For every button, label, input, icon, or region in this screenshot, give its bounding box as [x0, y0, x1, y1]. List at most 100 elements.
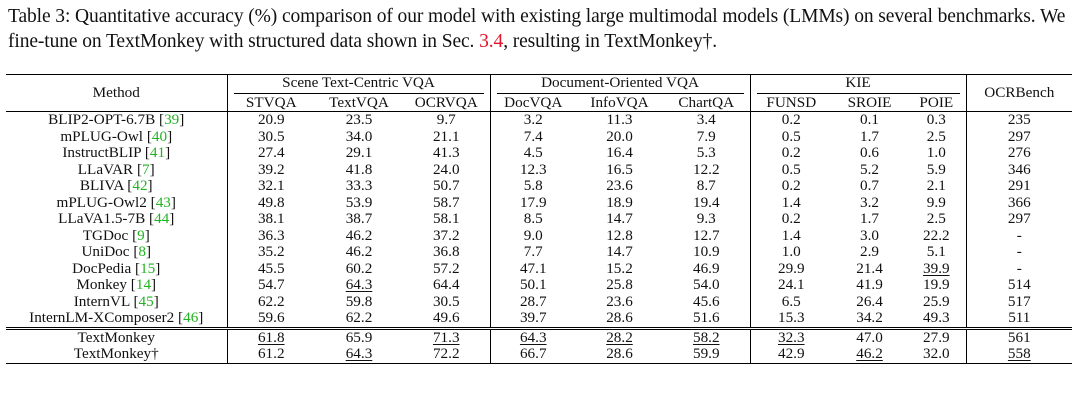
score-cell: 558 — [965, 345, 1073, 364]
score-cell: 35.2 — [226, 243, 315, 261]
column-header: FUNSD — [749, 94, 833, 112]
score-cell: 26.4 — [856, 292, 883, 310]
score-cell: - — [965, 260, 1073, 277]
column-header: POIE — [919, 93, 954, 111]
column-header: InfoVQA — [590, 93, 649, 111]
citation-link[interactable]: 39 — [164, 111, 180, 128]
score-cell: 9.7 — [403, 111, 490, 129]
score-cell: 11.3 — [576, 111, 663, 129]
score-cell: 28.7 — [489, 293, 576, 310]
score-cell: 12.2 — [692, 160, 720, 178]
section-reference-link[interactable]: 3.4 — [479, 31, 504, 52]
score-cell: 14.7 — [606, 243, 633, 260]
table-row: InstructBLIP [41] 27.4 29.1 41.3 4.5 16.4 5.3 0… — [6, 144, 1073, 162]
score-cell: 62.2 — [226, 293, 315, 310]
score-cell: 23.6 — [606, 292, 633, 310]
score-cell: 3.2 — [860, 193, 880, 211]
score-cell: 235 — [965, 111, 1073, 129]
score-cell: 24.0 — [432, 160, 460, 178]
score-cell: 8.5 — [489, 210, 576, 228]
score-cell: 37.2 — [432, 226, 460, 244]
score-cell: 41.3 — [432, 144, 460, 161]
score-cell: 41.8 — [345, 160, 373, 178]
score-cell: 32.0 — [907, 345, 967, 364]
column-header: DocVQA — [489, 94, 576, 112]
citation-link[interactable]: 41 — [149, 144, 166, 161]
citation-link[interactable]: 15 — [140, 259, 156, 277]
method-name: LLaVAR — [77, 160, 134, 178]
score-cell: 50.1 — [489, 276, 576, 294]
citation-link[interactable]: 44 — [154, 210, 170, 227]
score-cell: 517 — [965, 293, 1073, 310]
citation-link[interactable]: 14 — [135, 276, 152, 293]
score-cell: 25.8 — [606, 276, 633, 293]
score-cell: 5.9 — [926, 160, 946, 178]
score-cell: 19.9 — [923, 276, 950, 293]
score-cell: 17.9 — [489, 194, 576, 211]
score-cell: 27.9 — [907, 326, 967, 346]
citation-link[interactable]: 8 — [138, 243, 146, 260]
score-cell: 15.3 — [749, 309, 833, 328]
score-cell: 60.2 — [345, 259, 373, 277]
score-cell: 23.6 — [606, 177, 633, 194]
score-cell: 25.9 — [923, 292, 950, 310]
table-row: TextMonkey† 61.2 64.3 72.2 66.7 28.6 59.9 42.9 4… — [6, 345, 1073, 364]
score-cell: 49.8 — [226, 194, 315, 211]
citation-link[interactable]: 42 — [132, 177, 148, 194]
score-cell: 16.5 — [606, 160, 633, 178]
score-cell: 0.5 — [749, 161, 833, 178]
score-cell: 24.1 — [749, 276, 833, 294]
method-name: UniDoc — [81, 243, 130, 260]
score-cell: 2.5 — [926, 127, 946, 145]
score-cell: 0.2 — [749, 111, 833, 129]
score-cell: - — [965, 243, 1073, 261]
citation-link[interactable]: 7 — [142, 160, 150, 178]
method-cell: TGDoc [9] — [82, 226, 150, 244]
score-cell: 276 — [965, 144, 1073, 162]
header-row-columns: STVQA TextVQA OCRVQA DocVQA InfoVQA Char… — [6, 93, 1072, 112]
method-cell: TextMonkey — [6, 326, 227, 346]
score-cell: 49.6 — [432, 309, 460, 326]
score-cell: 28.2 — [576, 326, 663, 346]
table-row: InternVL [45] 62.2 59.8 30.5 28.7 23.6 45.6 6.5… — [6, 292, 1073, 310]
score-cell: 291 — [965, 177, 1073, 195]
caption-text-end: , resulting in TextMonkey†. — [503, 31, 718, 52]
score-cell: 29.9 — [749, 260, 833, 277]
score-cell: 23.5 — [315, 111, 403, 129]
score-cell: 61.2 — [226, 345, 315, 364]
score-cell: 39.9 — [923, 259, 950, 277]
score-cell: 47.1 — [489, 260, 576, 277]
method-cell: InternLM-XComposer2 [46] — [29, 309, 204, 326]
score-cell: 49.3 — [923, 309, 950, 326]
score-cell: 53.9 — [345, 193, 373, 211]
score-cell: 3.2 — [489, 111, 576, 129]
column-header: STVQA — [226, 94, 315, 112]
score-cell: 50.7 — [432, 177, 460, 194]
score-cell: 51.6 — [692, 309, 720, 326]
score-cell: 20.0 — [606, 127, 633, 145]
method-cell: Monkey [14] — [76, 276, 157, 293]
score-cell: 59.6 — [226, 309, 315, 328]
citation-link[interactable]: 43 — [155, 193, 171, 211]
score-cell: 71.3 — [403, 326, 490, 346]
score-cell: 59.9 — [663, 345, 751, 364]
method-cell: InternVL [45] — [73, 292, 159, 310]
method-name: BLIVA — [79, 177, 124, 194]
score-cell: 511 — [965, 309, 1073, 328]
citation-link[interactable]: 40 — [151, 127, 168, 145]
table-row: TGDoc [9] 36.3 46.2 37.2 9.0 12.8 12.7 1.4 3.0 22… — [6, 226, 1073, 244]
score-cell: 33.3 — [345, 177, 373, 194]
citation-link[interactable]: 45 — [138, 292, 154, 310]
score-cell: 45.5 — [226, 260, 315, 277]
citation-link[interactable]: 9 — [137, 226, 145, 244]
citation-link[interactable]: 46 — [183, 309, 199, 326]
method-name: LLaVA1.5-7B — [58, 210, 146, 227]
score-cell: 28.6 — [576, 345, 663, 364]
score-cell: 7.4 — [489, 128, 576, 145]
score-cell: 54.7 — [226, 276, 315, 294]
score-cell: 42.9 — [749, 345, 833, 364]
score-cell: 30.5 — [226, 128, 315, 145]
method-cell: LLaVA1.5-7B [44] — [58, 210, 175, 227]
score-cell: 47.0 — [832, 326, 908, 346]
method-name: InternVL — [73, 292, 130, 310]
